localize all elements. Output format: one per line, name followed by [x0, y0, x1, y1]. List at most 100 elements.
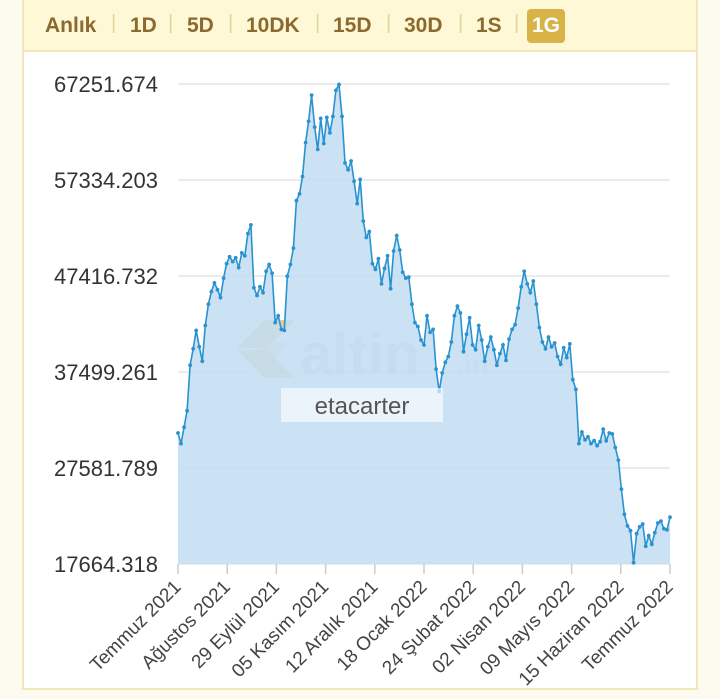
data-point: [337, 82, 341, 87]
data-point: [464, 332, 469, 337]
data-point: [294, 198, 299, 203]
data-point: [197, 344, 202, 349]
data-point: [191, 346, 196, 351]
tab-separator: |: [514, 12, 520, 34]
data-point: [567, 342, 572, 346]
data-point: [388, 286, 393, 291]
data-point: [586, 434, 590, 439]
data-point: [470, 343, 475, 347]
data-point: [267, 262, 271, 267]
data-point: [467, 315, 472, 320]
data-point: [221, 276, 226, 280]
data-point: [321, 141, 326, 146]
data-point: [358, 177, 363, 182]
data-point: [646, 533, 651, 538]
price-chart: 67251.674 57334.203 47416.732 37499.261 2758…: [54, 72, 678, 688]
data-point: [239, 251, 244, 255]
data-point: [416, 324, 420, 329]
data-point: [434, 367, 438, 371]
time-range-tabs: Anlık | 1D | 5D | 10DK | 15D | 30D | 1S …: [24, 0, 696, 52]
data-point: [400, 270, 405, 275]
y-tick-label: 17664.318: [54, 552, 158, 577]
tab-1d[interactable]: 1D: [130, 14, 157, 37]
tab-separator: |: [111, 12, 117, 34]
tab-5d[interactable]: 5D: [187, 14, 214, 37]
data-point: [306, 119, 311, 124]
data-point: [634, 531, 639, 536]
data-point: [431, 327, 435, 332]
tab-15d[interactable]: 15D: [333, 14, 372, 37]
data-point: [552, 341, 557, 345]
data-point: [616, 458, 621, 462]
data-point: [555, 354, 560, 359]
data-point: [258, 284, 262, 289]
data-point: [570, 377, 575, 382]
data-point: [176, 431, 180, 435]
tab-30d[interactable]: 30D: [404, 14, 443, 37]
chart-panel: Anlık | 1D | 5D | 10DK | 15D | 30D | 1S …: [22, 0, 698, 690]
data-point: [261, 290, 265, 295]
tab-separator: |: [315, 12, 321, 34]
data-point: [473, 347, 478, 352]
data-point: [309, 93, 314, 97]
data-point: [507, 337, 511, 341]
data-point: [370, 261, 375, 266]
tab-anlik[interactable]: Anlık: [45, 14, 97, 37]
data-point: [419, 338, 423, 342]
data-point: [218, 295, 223, 300]
data-point: [537, 325, 542, 330]
data-point: [236, 265, 241, 270]
data-point: [531, 279, 536, 283]
tab-10dk[interactable]: 10DK: [246, 14, 300, 37]
data-point: [656, 521, 660, 525]
data-point: [300, 174, 305, 179]
tab-separator: |: [168, 12, 174, 34]
data-point: [668, 515, 672, 520]
y-tick-label: 57334.203: [54, 168, 158, 193]
data-point: [613, 445, 618, 450]
data-point: [376, 256, 381, 261]
tab-1s[interactable]: 1S: [476, 14, 502, 37]
data-point: [312, 125, 317, 129]
data-point: [631, 560, 636, 565]
data-point: [519, 284, 524, 289]
tab-separator: |: [386, 12, 392, 34]
data-point: [206, 302, 211, 307]
data-point: [528, 290, 533, 295]
data-point: [185, 408, 190, 413]
data-point: [479, 338, 484, 342]
data-point: [659, 519, 663, 523]
tab-1g[interactable]: 1G: [527, 9, 566, 43]
y-tick-label: 47416.732: [54, 264, 158, 289]
data-point: [343, 161, 347, 165]
data-point: [628, 528, 633, 533]
data-point: [652, 530, 657, 535]
data-point: [540, 340, 545, 344]
data-point: [525, 282, 530, 286]
data-point: [203, 323, 208, 328]
data-point: [488, 335, 493, 339]
data-point: [595, 443, 599, 448]
data-point: [428, 330, 432, 335]
data-point: [242, 253, 247, 258]
data-point: [403, 276, 408, 280]
data-point: [485, 344, 490, 349]
data-point: [246, 231, 250, 236]
data-point: [649, 542, 654, 547]
data-point: [580, 430, 584, 434]
data-point: [643, 544, 648, 549]
data-point: [446, 354, 451, 359]
y-tick-label: 37499.261: [54, 360, 158, 385]
data-point: [534, 302, 539, 307]
data-point: [334, 88, 338, 93]
data-point: [270, 271, 274, 276]
data-point: [391, 249, 396, 253]
data-point: [285, 274, 290, 279]
data-point: [194, 328, 199, 333]
data-point: [592, 438, 596, 443]
data-point: [610, 432, 615, 436]
y-axis-labels: 67251.674 57334.203 47416.732 37499.261 2758…: [54, 72, 158, 577]
data-point: [349, 159, 353, 163]
data-point: [482, 359, 487, 364]
